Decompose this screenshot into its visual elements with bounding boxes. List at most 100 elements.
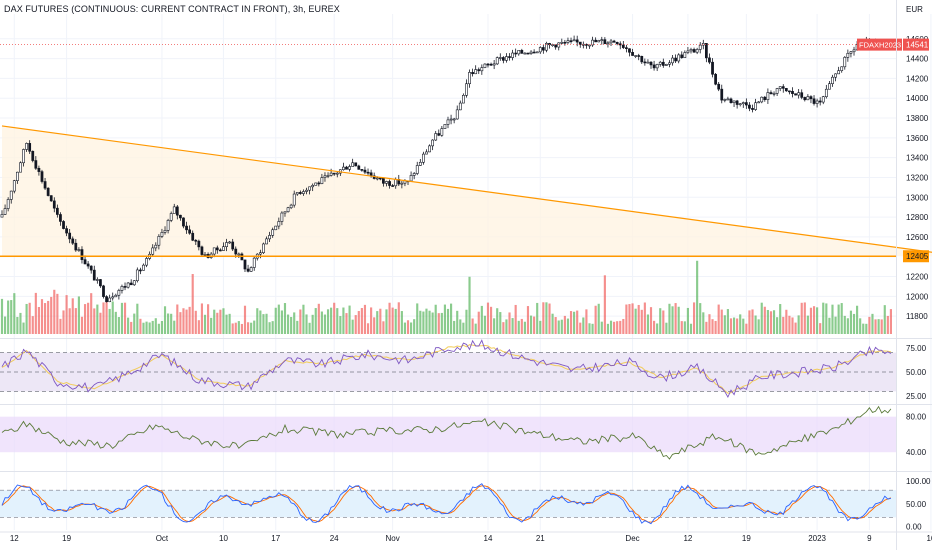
candle-body [735,100,739,105]
volume-bar [87,302,90,334]
candle-body [166,220,170,231]
volume-bar [299,309,302,334]
candle-body [120,286,124,291]
candle-body [74,242,78,251]
volume-bar [739,314,742,334]
candle-body [295,192,299,195]
candle-body [434,133,438,141]
volume-bar [523,321,526,334]
volume-bar [714,320,717,334]
x-tick-label: 19 [62,534,71,543]
volume-bar [489,306,493,334]
candle-body [720,88,724,101]
candle-body [603,39,607,45]
candle-body [588,44,591,47]
volume-bar [213,309,216,334]
volume-bar [597,303,600,334]
candle-body [637,55,641,57]
price-tick-label: 14200 [906,74,929,83]
volume-bar [883,305,886,334]
volume-bar [828,317,831,334]
volume-bar [188,306,191,334]
volume-bar [579,322,582,334]
candle-body [222,246,225,251]
x-tick-label: 14 [484,534,493,543]
candle-body [314,182,318,186]
candle-body [292,193,296,206]
volume-bar [253,320,256,334]
volume-bar [16,316,19,334]
volume-bar [403,322,407,334]
volume-bar [434,304,437,334]
volume-bar [296,320,299,334]
volume-bar [653,320,656,334]
volume-bar [43,303,47,334]
volume-bar [348,305,351,334]
rsi-line [1,339,892,398]
volume-bar [431,312,434,334]
volume-bar [459,319,462,334]
candle-body [566,40,570,43]
volume-bar [846,318,849,334]
price-tick-label: 12000 [906,292,929,301]
candle-body [99,279,102,287]
volume-bar [148,322,151,334]
candle-body [640,55,644,63]
candle-body [754,102,757,110]
candle-body [677,54,681,62]
x-tick-label: 9 [867,534,872,543]
volume-bar [800,302,803,334]
volume-bar [776,317,779,334]
volume-bar [320,311,323,334]
volume-bar [453,320,456,334]
volume-bar [111,301,114,334]
volume-bar [406,320,410,334]
volume-bar [203,314,207,334]
candle-body [360,169,364,171]
volume-bar [179,312,182,334]
volume-bar [317,303,320,334]
volume-bar [240,323,243,334]
volume-bar [859,318,862,334]
volume-bar [696,260,699,334]
candle-body [203,254,207,256]
candle-body [363,169,367,173]
candle-body [71,238,75,244]
volume-bar [74,308,77,334]
candle-body [846,52,850,58]
candle-body [704,43,708,59]
candle-body [788,90,791,93]
candle-body [298,192,302,194]
volume-bar [760,302,763,334]
volume-bar [665,322,668,334]
candle-body [348,166,351,170]
stoch-tick-label: 0.00 [906,522,922,531]
candle-body [597,40,601,43]
volume-bar [643,302,646,334]
volume-bar [250,322,253,334]
price-tick-label: 12600 [906,233,929,242]
volume-bar [123,302,127,334]
volume-bar [31,316,34,334]
volume-bar [222,308,225,334]
candle-body [142,264,145,271]
candle-body [815,100,819,104]
volume-bar [542,302,545,334]
candle-body [766,92,770,100]
candle-body [649,61,653,66]
volume-bar [766,309,769,334]
candle-body [560,41,564,44]
volume-bar [499,312,502,334]
support-label: 12405 [906,252,929,261]
volume-bar [502,322,505,334]
volume-bar [871,313,874,334]
volume-bar [573,311,576,334]
volume-bar [856,305,859,334]
candle-body [105,296,108,303]
volume-bar [114,311,117,334]
volume-bar [874,319,877,334]
volume-bar [591,323,594,334]
candle-body [197,240,201,248]
volume-bar [671,306,674,334]
